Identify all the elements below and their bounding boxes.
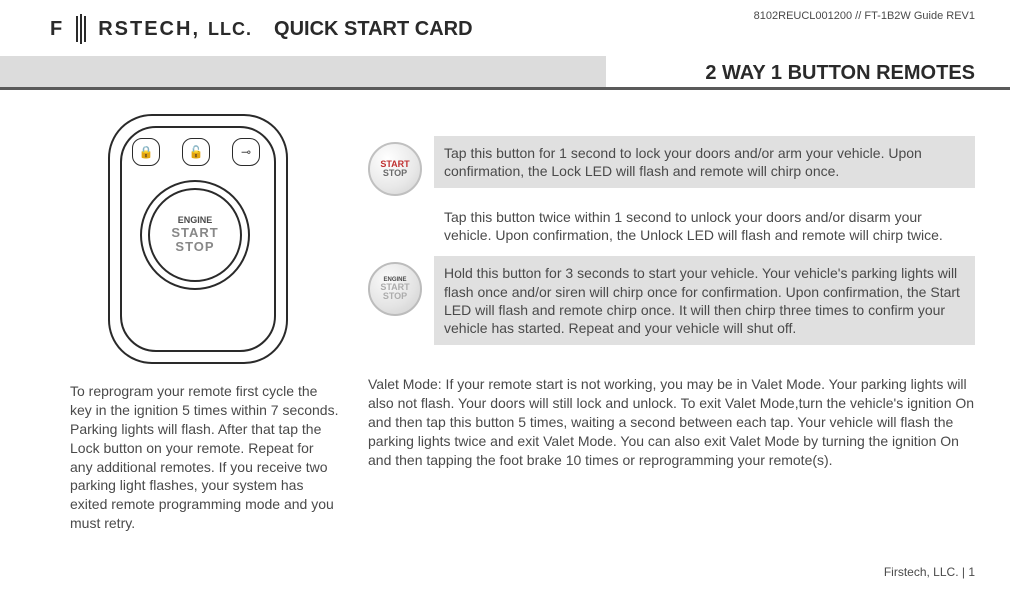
valet-mode-text: Valet Mode: If your remote start is not … [368,375,975,469]
stop-label: STOP [175,240,214,254]
engine-start-stop-button-icon: ENGINE START STOP [368,262,422,316]
card-title: QUICK START CARD [274,18,473,41]
instruction-row: ENGINE START STOP Hold this button for 3… [368,256,975,345]
lock-led-icon: 🔒 [132,138,160,166]
instructions-list: START STOP Tap this button for 1 second … [368,136,975,345]
button-bottom-label: STOP [383,169,407,178]
logo-text-rstech: RSTECH, [98,18,200,41]
logo-symbol [74,14,88,44]
instruction-row: START STOP Tap this button for 1 second … [368,136,975,196]
unlock-led-icon: 🔓 [182,138,210,166]
reprogram-instructions: To reprogram your remote first cycle the… [70,382,340,533]
instruction-text: Hold this button for 3 seconds to start … [434,256,975,345]
remote-illustration: 🔒 🔓 ⊸ ENGINE START STOP [100,114,300,364]
logo-letter-f: F [50,18,64,41]
start-stop-button-icon: START STOP [368,142,422,196]
instruction-text: Tap this button for 1 second to lock you… [434,136,975,188]
instruction-row: Tap this button twice within 1 second to… [368,200,975,252]
start-led-icon: ⊸ [232,138,260,166]
divider-bar: 2 WAY 1 BUTTON REMOTES [0,56,1010,90]
button-bottom-label: STOP [383,292,407,301]
section-title: 2 WAY 1 BUTTON REMOTES [705,62,975,85]
logo-text-llc: LLC. [208,19,252,40]
engine-start-stop-button: ENGINE START STOP [148,188,242,282]
start-label: START [171,226,218,240]
instruction-text: Tap this button twice within 1 second to… [434,200,975,252]
page-footer: Firstech, LLC. | 1 [884,565,975,579]
document-reference: 8102REUCL001200 // FT-1B2W Guide REV1 [754,10,975,22]
